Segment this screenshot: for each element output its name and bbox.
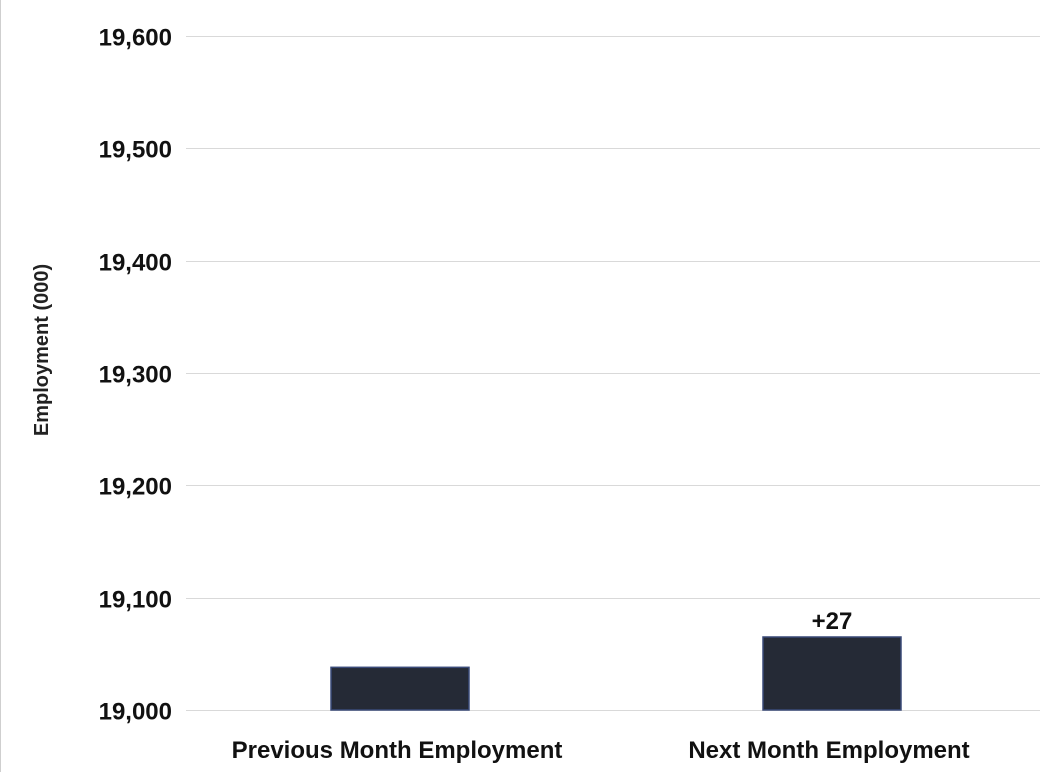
y-tick-label: 19,500 [99,137,172,164]
bar [330,666,470,711]
x-category-label: Previous Month Employment [232,737,563,764]
y-tick-label: 19,000 [99,699,172,726]
x-axis-categories: Previous Month Employment Next Month Empl… [232,737,970,764]
gridlines [186,36,1040,711]
y-axis-title: Employment (000) [31,264,53,436]
chart-left-border [0,0,1,772]
y-tick-label: 19,600 [99,25,172,52]
bar [762,636,902,711]
y-tick-label: 19,300 [99,362,172,389]
y-axis-ticks: 19,000 19,100 19,200 19,300 19,400 19,500 19,6… [99,25,172,726]
data-labels: +27 [812,608,853,635]
y-tick-label: 19,400 [99,250,172,277]
bars [330,636,902,711]
y-tick-label: 19,200 [99,474,172,501]
x-category-label: Next Month Employment [688,737,969,764]
bar-data-label: +27 [812,608,853,635]
y-tick-label: 19,100 [99,587,172,614]
